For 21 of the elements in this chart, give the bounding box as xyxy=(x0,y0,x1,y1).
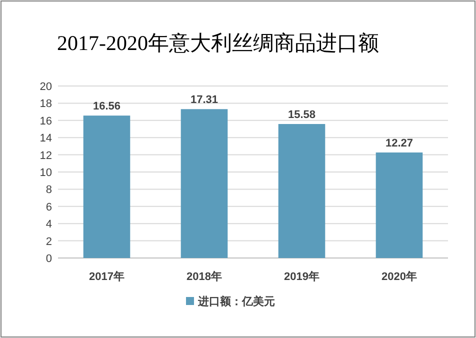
ytick: 8 xyxy=(46,184,52,196)
xtick: 2017年 xyxy=(89,271,124,283)
ytick: 14 xyxy=(40,132,52,145)
ytick: 2 xyxy=(46,236,52,248)
data-label: 17.31 xyxy=(190,94,218,106)
ytick: 4 xyxy=(46,218,52,231)
ytick: 12 xyxy=(40,150,52,162)
ytick: 20 xyxy=(40,81,52,93)
data-label: 16.56 xyxy=(92,100,121,113)
xtick: 2018年 xyxy=(186,271,222,283)
ytick: 16 xyxy=(40,115,52,128)
ytick: 6 xyxy=(46,201,52,214)
xtick: 2019年 xyxy=(284,271,320,283)
data-label: 15.58 xyxy=(288,109,316,121)
ytick: 18 xyxy=(40,98,52,110)
ytick: 0 xyxy=(46,253,52,265)
data-label: 12.27 xyxy=(385,137,414,150)
legend: 进口额：亿美元 xyxy=(198,296,275,308)
xtick: 2020年 xyxy=(382,271,417,283)
ytick: 10 xyxy=(40,167,52,179)
title: 2017-2020年意大利丝绸商品进口额 xyxy=(57,31,379,55)
